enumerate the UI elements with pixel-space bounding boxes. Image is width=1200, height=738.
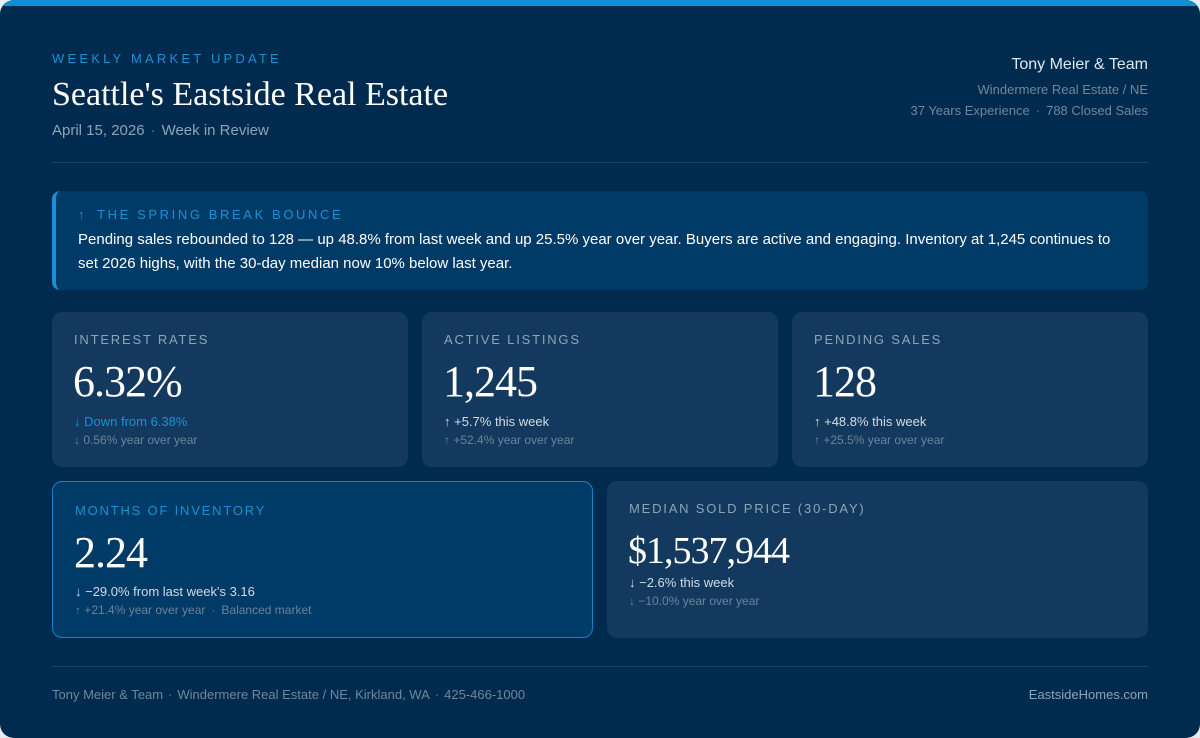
footer-phone[interactable]: 425-466-1000 xyxy=(444,687,526,702)
metric-card-pending-sales: PENDING SALES 128 ↑ +48.8% this week ↑ +… xyxy=(792,312,1148,467)
report-subtitle: Week in Review xyxy=(161,122,269,139)
footer-divider xyxy=(52,666,1148,667)
metric-yoy: ↓ −10.0% year over year xyxy=(629,594,760,608)
metric-change: ↓ −2.6% this week xyxy=(629,575,735,590)
separator-dot: · xyxy=(434,687,440,702)
page-title: Seattle's Eastside Real Estate xyxy=(52,76,449,113)
metric-value: 1,245 xyxy=(443,357,538,406)
footer-office: Windermere Real Estate / NE, Kirkland, W… xyxy=(177,687,430,702)
footer-team: Tony Meier & Team xyxy=(52,687,164,702)
footer-contact: Tony Meier & Team · Windermere Real Estate… xyxy=(52,687,525,702)
metric-value: 6.32% xyxy=(73,357,183,406)
metric-label: PENDING SALES xyxy=(814,332,943,347)
agent-block: Tony Meier & Team Windermere Real Estate… xyxy=(910,56,1148,118)
metric-label: INTEREST RATES xyxy=(74,332,210,347)
headline-callout: ↑ THE SPRING BREAK BOUNCE Pending sales r… xyxy=(52,191,1148,290)
metric-card-median-sold-price: MEDIAN SOLD PRICE (30-DAY) $1,537,944 ↓ … xyxy=(607,481,1148,638)
agent-brokerage: Windermere Real Estate / NE xyxy=(977,82,1148,97)
metric-value: 2.24 xyxy=(74,528,148,577)
metric-change: ↑ +5.7% this week xyxy=(444,414,550,429)
callout-body: Pending sales rebounded to 128 — up 48.8… xyxy=(78,231,1111,272)
agent-stats: 37 Years Experience · 788 Closed Sales xyxy=(910,103,1148,118)
footer-website-link[interactable]: EastsideHomes.com xyxy=(1028,687,1148,702)
dateline: April 15, 2026 · Week in Review xyxy=(52,122,269,139)
metric-yoy: ↑ +25.5% year over year xyxy=(814,433,945,447)
accent-bar xyxy=(0,0,1200,6)
callout-heading: ↑ THE SPRING BREAK BOUNCE xyxy=(78,207,343,222)
header-divider xyxy=(52,162,1148,163)
eyebrow-label: WEEKLY MARKET UPDATE xyxy=(52,51,282,66)
arrow-up-icon: ↑ xyxy=(78,207,88,222)
agent-experience: 37 Years Experience xyxy=(910,103,1030,118)
metric-label: ACTIVE LISTINGS xyxy=(444,332,581,347)
callout-title: THE SPRING BREAK BOUNCE xyxy=(97,207,344,222)
metric-change: ↓ −29.0% from last week's 3.16 xyxy=(75,584,255,599)
separator-dot: · xyxy=(168,687,173,702)
metric-label: MONTHS OF INVENTORY xyxy=(75,503,267,518)
metric-yoy: ↓ 0.56% year over year xyxy=(74,433,198,447)
metric-card-months-of-inventory: MONTHS OF INVENTORY 2.24 ↓ −29.0% from l… xyxy=(52,481,593,638)
metric-yoy-line: ↑ +21.4% year over year · Balanced market xyxy=(75,603,311,617)
agent-closed-sales: 788 Closed Sales xyxy=(1046,103,1148,118)
metric-change: ↓ Down from 6.38% xyxy=(74,414,188,429)
metric-yoy: ↑ +21.4% year over year xyxy=(75,603,206,617)
metric-value: 128 xyxy=(813,357,877,406)
metric-yoy: ↑ +52.4% year over year xyxy=(444,433,575,447)
separator-dot: · xyxy=(211,603,216,617)
market-status: Balanced market xyxy=(221,603,312,617)
report-date: April 15, 2026 xyxy=(52,122,145,139)
separator-dot: · xyxy=(1035,103,1041,118)
agent-name: Tony Meier & Team xyxy=(1011,56,1148,73)
metric-change: ↑ +48.8% this week xyxy=(814,414,927,429)
metric-value: $1,537,944 xyxy=(628,530,790,572)
separator-dot: · xyxy=(150,122,156,139)
metric-card-active-listings: ACTIVE LISTINGS 1,245 ↑ +5.7% this week … xyxy=(422,312,778,467)
metric-label: MEDIAN SOLD PRICE (30-DAY) xyxy=(629,501,866,516)
metric-card-interest-rates: INTEREST RATES 6.32% ↓ Down from 6.38% ↓… xyxy=(52,312,408,467)
